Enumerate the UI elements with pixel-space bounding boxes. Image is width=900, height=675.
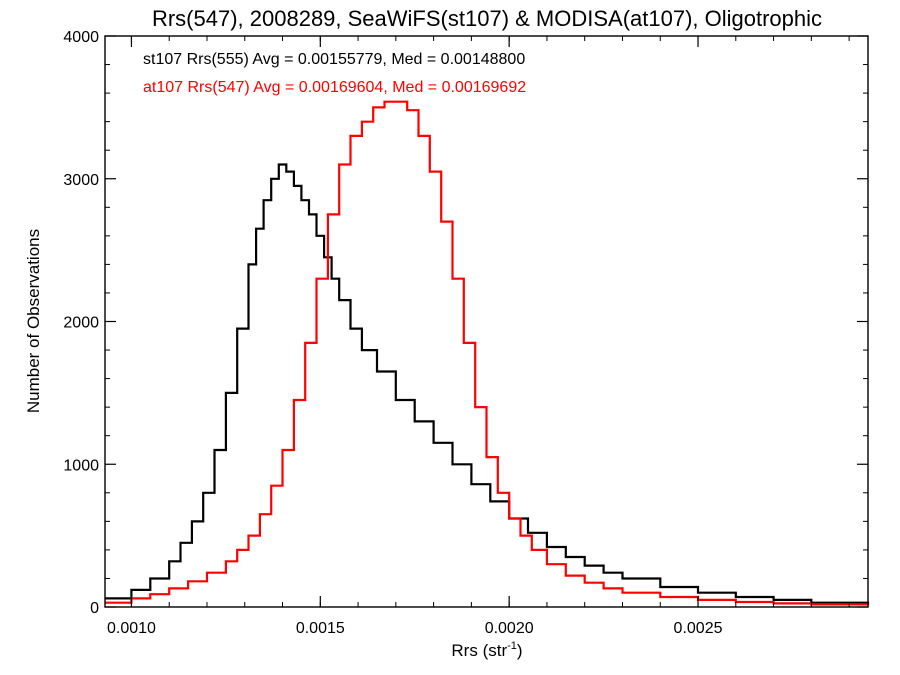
series-line-black <box>105 163 870 605</box>
x-axis-label-base: Rrs (str <box>451 641 507 660</box>
x-tick-label: 0.0015 <box>296 620 345 637</box>
annotation-at107: at107 Rrs(547) Avg = 0.00169604, Med = 0… <box>143 79 526 96</box>
x-tick-label: 0.0010 <box>107 620 156 637</box>
annotation-st107: st107 Rrs(555) Avg = 0.00155779, Med = 0… <box>143 51 525 68</box>
x-tick-label: 0.0025 <box>674 620 723 637</box>
y-tick-label: 2000 <box>63 315 99 332</box>
chart-title: Rrs(547), 2008289, SeaWiFS(st107) & MODI… <box>152 6 822 31</box>
y-tick-label: 3000 <box>63 172 99 189</box>
tick-layer: 0.0010 0.0015 0.0020 0.0025 0 1000 2000 3000 400… <box>63 29 868 637</box>
series-line-red <box>105 100 870 606</box>
y-axis-label: Number of Observations <box>24 229 43 413</box>
series-layer <box>105 100 870 606</box>
y-tick-label: 1000 <box>63 457 99 474</box>
x-axis-label-end: ) <box>517 641 523 660</box>
x-axis-label-exponent: -1 <box>507 640 517 652</box>
x-axis-label: Rrs (str-1) <box>451 640 522 660</box>
x-tick-label: 0.0020 <box>485 620 534 637</box>
y-tick-label: 4000 <box>63 29 99 46</box>
y-tick-label: 0 <box>90 600 99 617</box>
